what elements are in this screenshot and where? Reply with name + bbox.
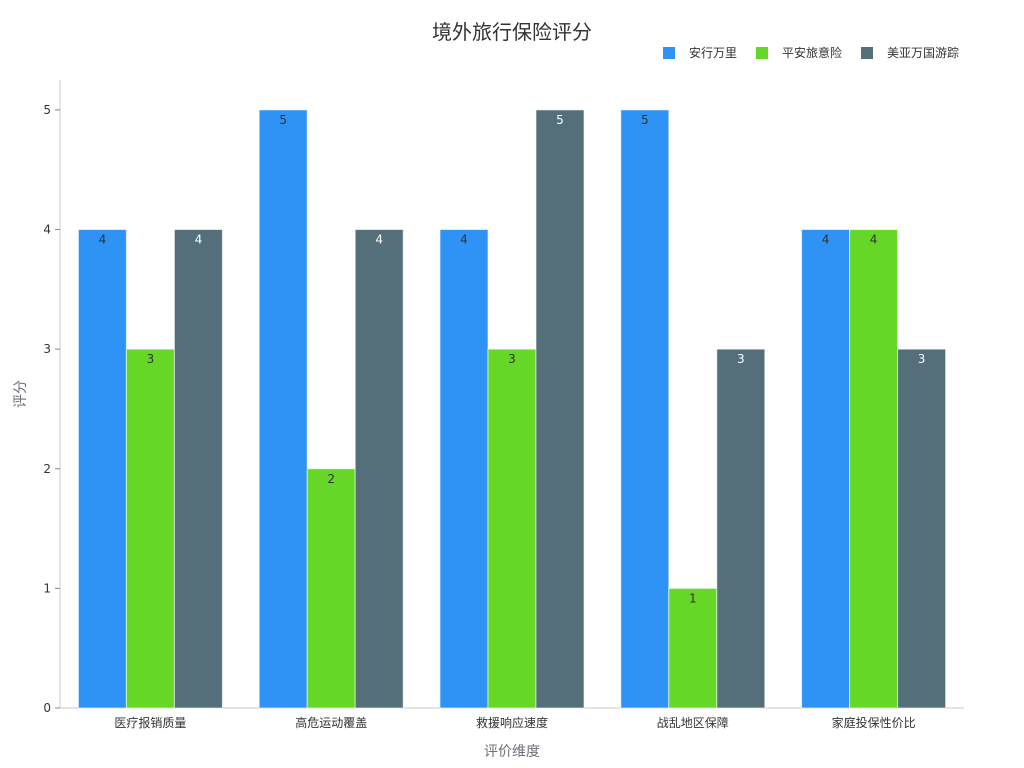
bar[interactable] — [897, 348, 947, 709]
bar-value-label: 4 — [460, 233, 468, 247]
bar[interactable] — [487, 348, 537, 709]
bar-value-label: 4 — [870, 233, 878, 247]
bar-value-label: 3 — [508, 352, 516, 366]
bar-value-label: 2 — [327, 472, 335, 486]
bar[interactable] — [354, 229, 404, 709]
bar-value-label: 3 — [737, 352, 745, 366]
bars — [77, 109, 947, 709]
x-axis: 医疗报销质量 高危运动覆盖 救援响应速度 战乱地区保障 家庭投保性价比 — [60, 707, 964, 730]
y-tick-label: 4 — [43, 223, 51, 237]
legend-swatch[interactable] — [756, 47, 768, 59]
y-tick-label: 0 — [43, 701, 51, 715]
bar[interactable] — [620, 109, 670, 709]
bar-value-label: 4 — [99, 233, 107, 247]
bar[interactable] — [77, 229, 127, 709]
x-tick-label: 高危运动覆盖 — [295, 715, 367, 730]
bar-value-label: 4 — [822, 233, 830, 247]
bar[interactable] — [125, 348, 175, 709]
y-tick-label: 5 — [43, 103, 51, 117]
bar[interactable] — [716, 348, 766, 709]
legend: 安行万里 平安旅意险 美亚万国游踪 — [663, 45, 959, 60]
y-axis-title: 评分 — [13, 380, 29, 408]
y-tick-label: 1 — [43, 581, 51, 595]
data-labels: 4 5 4 5 4 3 2 3 1 4 4 4 5 3 3 — [99, 113, 926, 605]
legend-swatch[interactable] — [861, 47, 873, 59]
bar-value-label: 3 — [918, 352, 926, 366]
bar[interactable] — [439, 229, 489, 709]
bar-value-label: 5 — [279, 113, 287, 127]
x-tick-label: 家庭投保性价比 — [832, 715, 916, 730]
y-tick-label: 2 — [43, 462, 51, 476]
bar[interactable] — [173, 229, 223, 709]
bar[interactable] — [668, 587, 718, 709]
bar-value-label: 5 — [556, 113, 564, 127]
bar[interactable] — [535, 109, 585, 709]
chart-title: 境外旅行保险评分 — [432, 20, 592, 44]
bar-value-label: 4 — [195, 233, 203, 247]
bar[interactable] — [306, 468, 356, 709]
bar-value-label: 3 — [147, 352, 155, 366]
x-tick-label: 战乱地区保障 — [657, 715, 729, 730]
y-axis: 0 1 2 3 4 5 — [43, 80, 61, 715]
legend-swatch[interactable] — [663, 47, 675, 59]
x-tick-label: 救援响应速度 — [476, 715, 548, 730]
x-tick-label: 医疗报销质量 — [114, 715, 186, 730]
bar-value-label: 5 — [641, 113, 649, 127]
legend-label[interactable]: 平安旅意险 — [782, 45, 842, 60]
bar[interactable] — [849, 229, 899, 709]
legend-label[interactable]: 美亚万国游踪 — [887, 46, 959, 60]
y-tick-label: 3 — [43, 342, 51, 356]
bar[interactable] — [258, 109, 308, 709]
x-axis-title: 评价维度 — [484, 744, 540, 760]
bar-value-label: 1 — [689, 591, 697, 605]
legend-label[interactable]: 安行万里 — [689, 45, 737, 60]
bar-value-label: 4 — [375, 233, 383, 247]
bar[interactable] — [801, 229, 851, 709]
